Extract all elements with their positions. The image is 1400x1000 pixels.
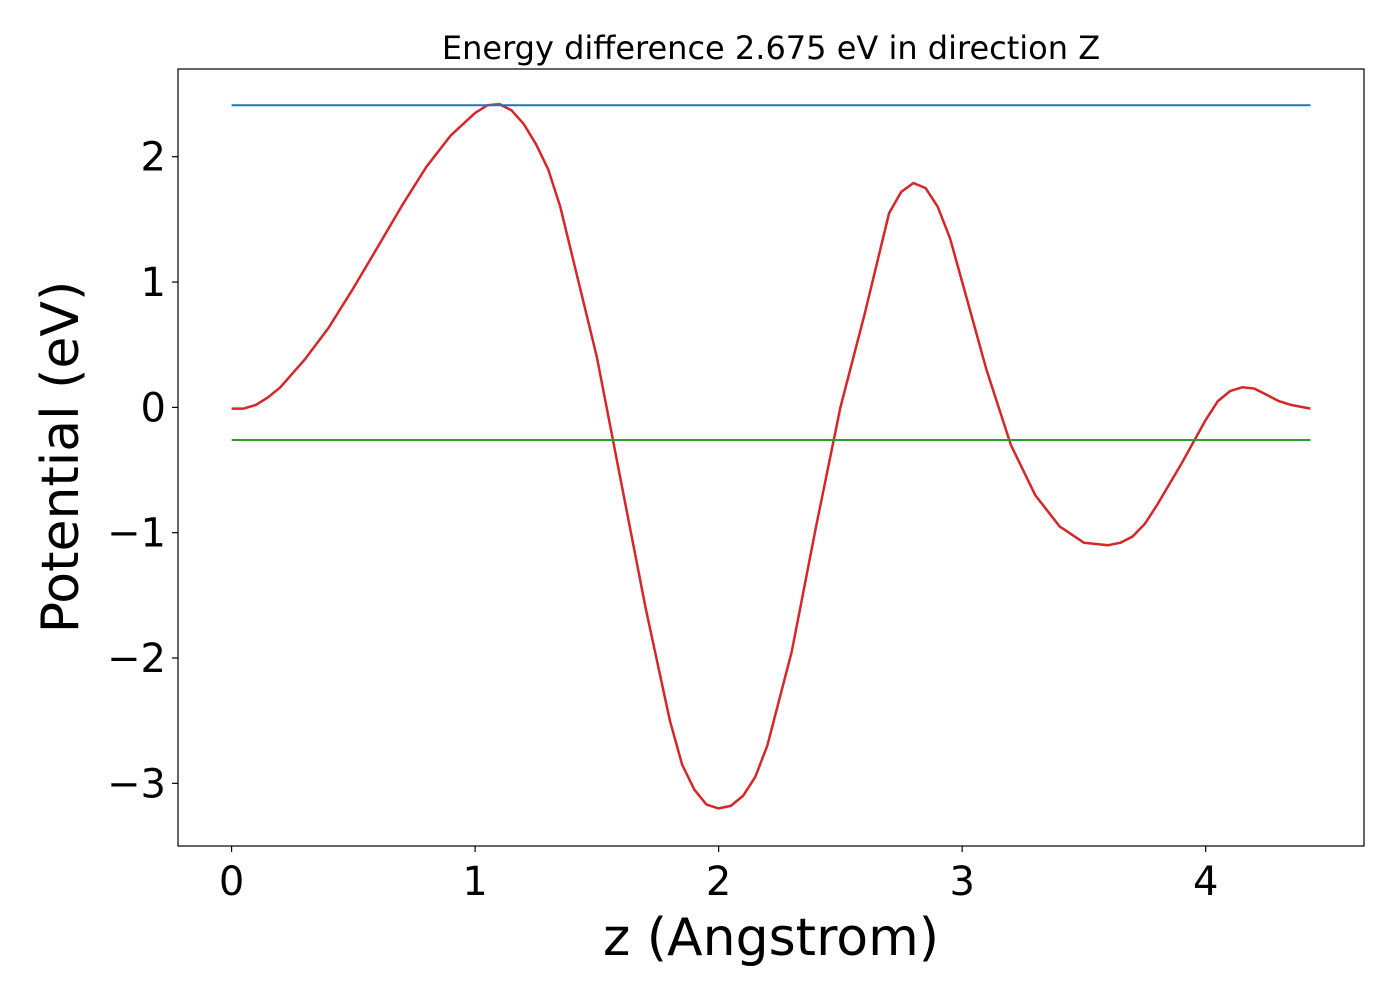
plot-series xyxy=(231,102,1311,810)
series-line-0 xyxy=(231,102,1311,810)
y-axis-ticks: 2 1 0 −1 −2 −3 xyxy=(107,135,178,807)
y-tick-label: 1 xyxy=(141,260,166,306)
x-tick-label: 2 xyxy=(706,859,731,905)
chart-title: Energy difference 2.675 eV in direction … xyxy=(442,29,1100,67)
x-tick-label: 4 xyxy=(1193,859,1218,905)
y-tick-label: 2 xyxy=(141,135,166,181)
plot-frame xyxy=(177,68,1365,847)
x-tick-label: 0 xyxy=(219,859,244,905)
x-tick-label: 3 xyxy=(949,859,974,905)
y-axis-label: Potential (eV) xyxy=(31,281,91,633)
y-tick-label: 0 xyxy=(141,385,166,431)
y-tick-label: −2 xyxy=(107,636,166,682)
x-axis-ticks: 0 1 2 3 4 xyxy=(219,846,1218,905)
x-axis-label: z (Angstrom) xyxy=(603,908,939,968)
y-tick-label: −3 xyxy=(107,761,166,807)
y-tick-label: −1 xyxy=(107,511,166,557)
x-tick-label: 1 xyxy=(462,859,487,905)
